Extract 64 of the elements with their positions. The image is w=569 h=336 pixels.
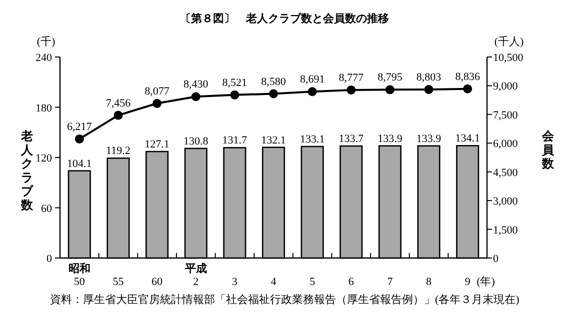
y-tick-label: 0: [46, 253, 52, 265]
y-axis-title: 老人クラブ数: [20, 129, 34, 212]
data-label: 134.1: [455, 132, 480, 145]
x-axis-title: (年): [476, 276, 496, 288]
x-tick-label: 9: [464, 276, 471, 288]
y-tick-label: 60: [41, 202, 52, 215]
x-tick-label: 60: [152, 276, 164, 288]
data-label: 133.9: [416, 132, 442, 145]
point: [74, 134, 84, 144]
data-label: 104.1: [67, 158, 92, 170]
y2-axis-title: 会員数: [541, 129, 555, 171]
data-label: 8,691: [300, 74, 325, 86]
chart-title: 〔第８図〕 老人クラブ数と会員数の推移: [180, 12, 389, 25]
y-tick-label: 180: [36, 102, 52, 114]
point: [308, 87, 317, 96]
data-label: 133.9: [378, 132, 403, 145]
point: [269, 89, 278, 98]
data-label: 8,777: [338, 72, 364, 84]
point: [114, 110, 123, 120]
text: 資料：厚生省大臣官房統計情報部「社会福祉行政業務報告（厚生省報告例）」(各年３月末現在): [50, 293, 520, 306]
y-tick-label: 120: [36, 152, 52, 164]
data-label: 119.2: [106, 145, 130, 158]
x-tick-label: 4: [270, 276, 277, 288]
point: [463, 84, 472, 94]
x-tick-label: 平成 2: [184, 262, 207, 288]
x-tick-label: 5: [310, 276, 316, 288]
y2-tick-label: 1,500: [493, 224, 518, 236]
data-label: 7,456: [106, 97, 132, 110]
data-label: 127.1: [144, 138, 170, 151]
data-label: 8,580: [261, 76, 286, 88]
y2-tick-label: 3,000: [493, 196, 518, 208]
x-tick-label: 昭和 50: [68, 262, 90, 288]
data-label: 133.7: [338, 133, 364, 146]
x-tick-label: 7: [387, 276, 394, 288]
data-label: 8,077: [144, 85, 170, 98]
data-label: 132.1: [261, 134, 286, 146]
x-tick-label: 6: [348, 276, 354, 288]
point: [191, 92, 200, 102]
x-tick-label: 8: [426, 276, 432, 288]
y2-tick-label: 10,500: [493, 52, 524, 64]
data-label: 8,430: [183, 78, 209, 91]
y2-tick-label: 7,500: [493, 109, 518, 122]
data-label: 8,795: [378, 72, 403, 84]
y2-tick-label: 4,500: [493, 166, 518, 179]
data-label: 8,803: [416, 71, 442, 84]
point: [230, 90, 240, 100]
y2-tick-label: 0: [493, 253, 499, 265]
point: [385, 85, 394, 94]
data-label: 130.8: [183, 135, 209, 148]
text: (千): [36, 35, 56, 48]
y-tick-label: 240: [36, 52, 52, 64]
x-tick-label: 3: [232, 276, 238, 288]
x-tick-label: 55: [112, 276, 124, 288]
y2-tick-label: 6,000: [493, 138, 518, 150]
data-label: 133.1: [300, 134, 325, 146]
text: (千人): [494, 35, 524, 48]
data-label: 6,217: [67, 120, 92, 133]
data-label: 8,836: [455, 70, 480, 83]
y2-tick-label: 9,000: [493, 80, 518, 93]
point: [152, 98, 162, 108]
point: [424, 84, 434, 94]
point: [346, 85, 356, 94]
data-label: 8,521: [222, 76, 248, 89]
data-label: 131.7: [222, 134, 248, 147]
